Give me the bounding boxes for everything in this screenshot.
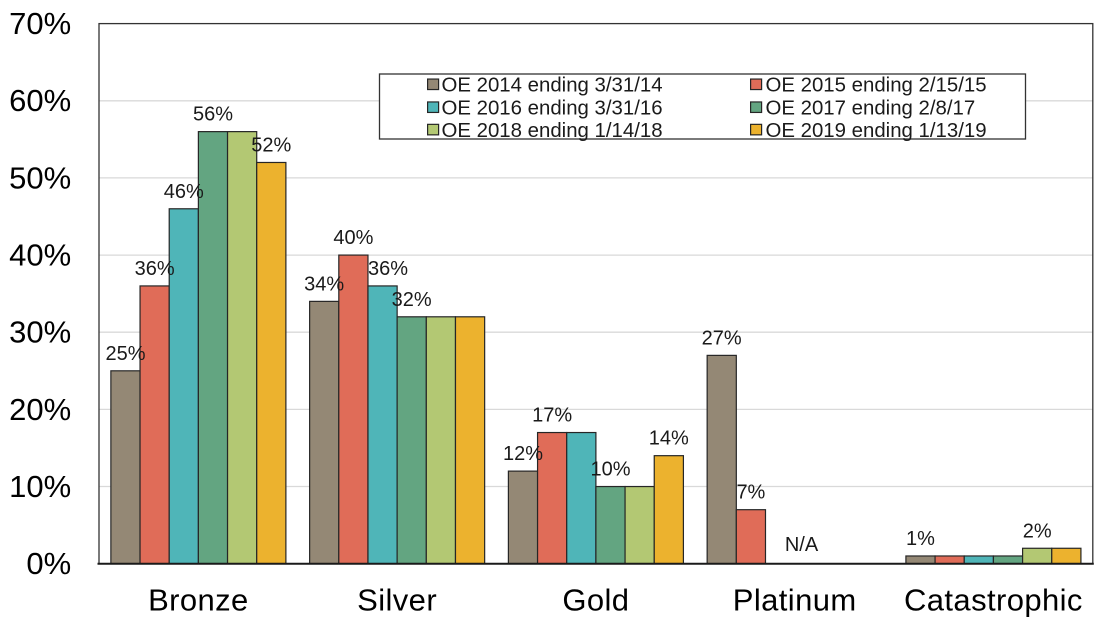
svg-text:36%: 36% bbox=[368, 258, 408, 280]
svg-text:50%: 50% bbox=[9, 160, 71, 195]
svg-text:32%: 32% bbox=[392, 289, 432, 311]
svg-text:40%: 40% bbox=[9, 238, 71, 273]
svg-text:7%: 7% bbox=[736, 482, 765, 504]
svg-text:52%: 52% bbox=[251, 135, 291, 157]
svg-text:10%: 10% bbox=[590, 459, 630, 481]
svg-text:Silver: Silver bbox=[357, 583, 437, 618]
svg-text:OE 2014 ending 3/31/14: OE 2014 ending 3/31/14 bbox=[442, 75, 663, 97]
svg-text:12%: 12% bbox=[503, 443, 543, 465]
svg-text:Catastrophic: Catastrophic bbox=[904, 583, 1083, 618]
svg-text:34%: 34% bbox=[304, 273, 344, 295]
svg-text:0%: 0% bbox=[26, 546, 71, 581]
svg-text:70%: 70% bbox=[9, 6, 71, 41]
svg-text:OE 2019 ending 1/13/19: OE 2019 ending 1/13/19 bbox=[766, 120, 987, 142]
svg-text:40%: 40% bbox=[333, 227, 373, 249]
svg-text:OE 2015 ending 2/15/15: OE 2015 ending 2/15/15 bbox=[766, 75, 987, 97]
svg-text:46%: 46% bbox=[164, 181, 204, 203]
svg-text:Bronze: Bronze bbox=[148, 583, 249, 618]
svg-text:30%: 30% bbox=[9, 315, 71, 350]
svg-text:Platinum: Platinum bbox=[733, 583, 857, 618]
svg-text:60%: 60% bbox=[9, 83, 71, 118]
svg-text:2%: 2% bbox=[1023, 520, 1052, 542]
svg-text:OE 2018 ending 1/14/18: OE 2018 ending 1/14/18 bbox=[442, 120, 663, 142]
svg-text:OE 2017 ending 2/8/17: OE 2017 ending 2/8/17 bbox=[766, 98, 976, 120]
svg-text:OE 2016 ending 3/31/16: OE 2016 ending 3/31/16 bbox=[442, 98, 663, 120]
svg-text:14%: 14% bbox=[649, 428, 689, 450]
svg-text:N/A: N/A bbox=[785, 534, 819, 556]
svg-text:25%: 25% bbox=[105, 343, 145, 365]
svg-text:20%: 20% bbox=[9, 392, 71, 427]
svg-text:27%: 27% bbox=[702, 327, 742, 349]
svg-text:56%: 56% bbox=[193, 104, 233, 126]
svg-text:10%: 10% bbox=[9, 469, 71, 504]
svg-text:36%: 36% bbox=[135, 258, 175, 280]
svg-text:Gold: Gold bbox=[562, 583, 629, 618]
svg-text:1%: 1% bbox=[906, 528, 935, 550]
svg-text:17%: 17% bbox=[532, 405, 572, 427]
